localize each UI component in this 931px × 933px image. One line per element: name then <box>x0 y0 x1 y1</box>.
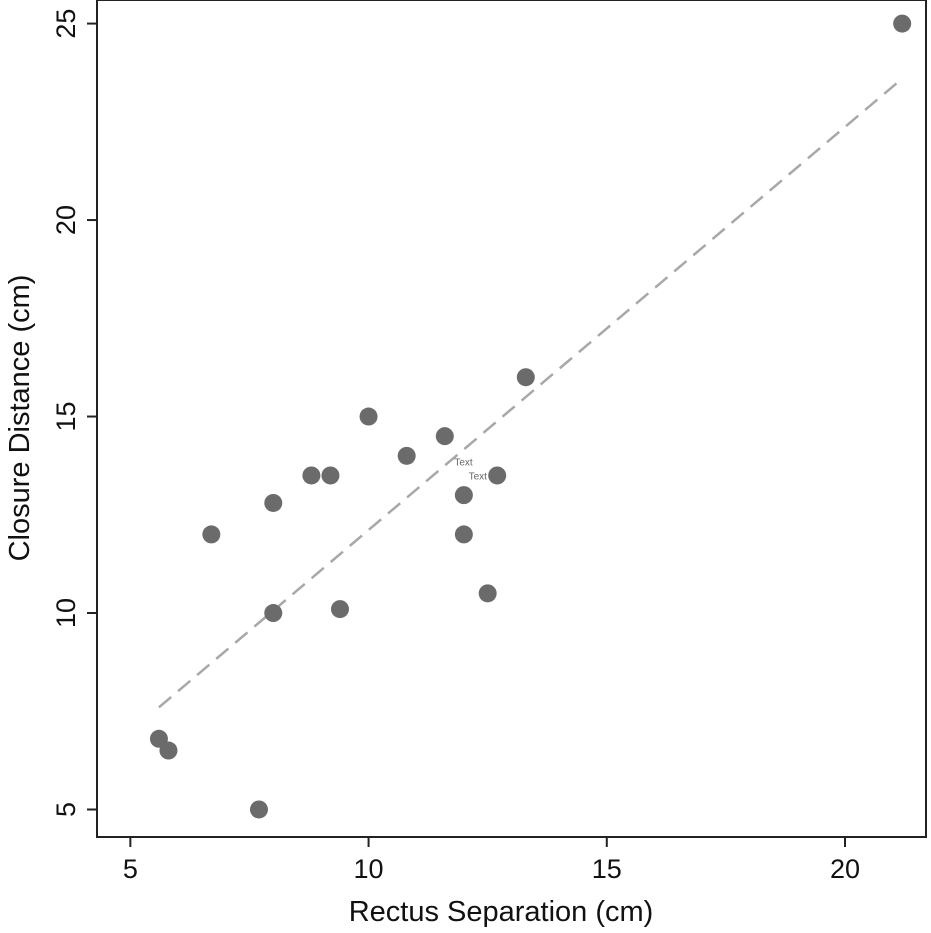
data-point <box>302 466 321 485</box>
y-tick-label: 5 <box>51 802 81 817</box>
data-point <box>330 600 349 619</box>
y-tick-label: 25 <box>51 9 81 39</box>
data-point <box>264 493 283 512</box>
data-point <box>435 427 454 446</box>
data-point <box>359 407 378 426</box>
fit-line-group <box>158 77 903 709</box>
y-tick-label: 10 <box>51 598 81 628</box>
fit-line <box>158 77 903 709</box>
x-tick-label: 15 <box>592 854 622 884</box>
x-tick-label: 5 <box>123 854 138 884</box>
data-point <box>454 525 473 544</box>
x-tick-label: 20 <box>830 854 860 884</box>
x-tick-label: 10 <box>354 854 384 884</box>
data-points <box>149 14 912 819</box>
data-point <box>159 741 178 760</box>
data-point <box>397 446 416 465</box>
data-point <box>516 368 535 387</box>
y-tick-label: 15 <box>51 402 81 432</box>
data-point <box>478 584 497 603</box>
y-tick-label: 20 <box>51 205 81 235</box>
y-axis-title: Closure Distance (cm) <box>4 275 36 562</box>
annotation-label: Text <box>454 458 473 469</box>
data-point <box>454 486 473 505</box>
annotations: Text Text <box>454 458 487 483</box>
data-point <box>202 525 221 544</box>
axes: 5 10 15 20 5 10 15 20 25 <box>51 9 860 884</box>
data-point <box>893 14 912 33</box>
plot-frame <box>96 0 927 838</box>
data-point <box>249 800 268 819</box>
data-point <box>321 466 340 485</box>
annotation-label: Text <box>469 471 488 482</box>
data-point <box>488 466 507 485</box>
x-axis-title: Rectus Separation (cm) <box>349 896 654 928</box>
data-point <box>264 604 283 623</box>
